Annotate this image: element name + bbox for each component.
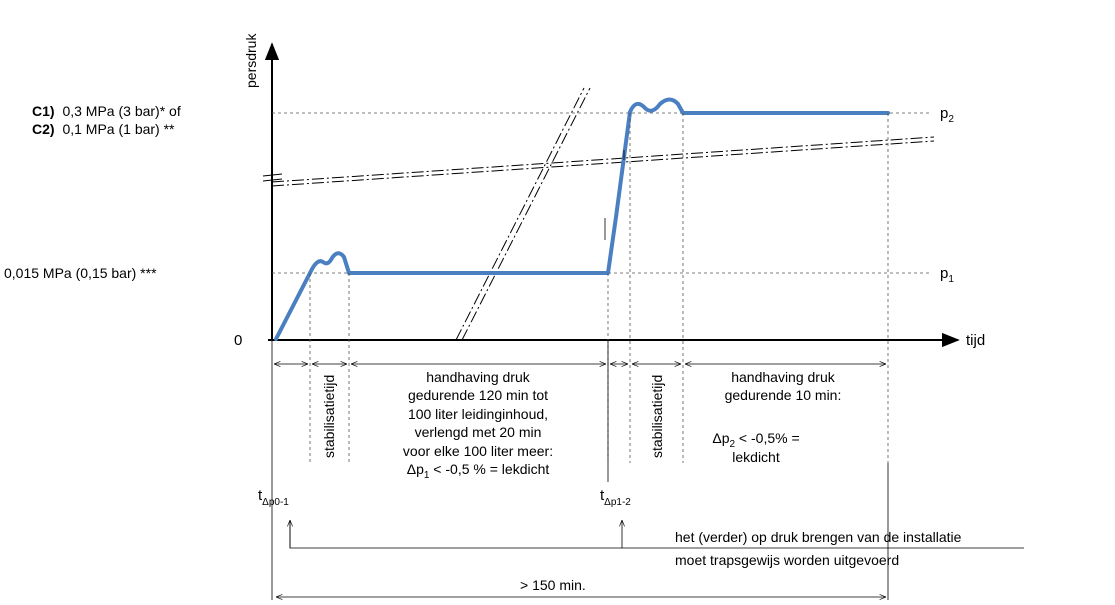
staged-note-line-2: moet trapsgewijs worden uitgevoerd xyxy=(675,552,899,568)
t2-label: tΔp1-2 xyxy=(600,487,631,508)
hold-1-result: Δp1 < -0,5 % = lekdicht xyxy=(407,461,550,481)
pressure-curve xyxy=(274,97,890,341)
hold-phase-2-text: handhaving druk gedurende 10 min: Δp2 < … xyxy=(712,369,841,465)
t1-label: tΔp0-1 xyxy=(258,487,289,508)
stabilization-label-2: stabilisatietijd xyxy=(649,375,665,458)
p1-label: p1 xyxy=(940,265,954,285)
c1-label: C1) 0,3 MPa (3 bar)* of xyxy=(32,103,181,119)
break-line xyxy=(455,87,585,341)
staged-note-line-1: het (verder) op druk brengen van de inst… xyxy=(675,529,962,545)
total-time-label: > 150 min. xyxy=(520,577,586,593)
hold-phase-1-text: handhaving druk gedurende 120 min tot 10… xyxy=(403,369,553,481)
c2-label: C2) 0,1 MPa (1 bar) ** xyxy=(32,121,175,137)
break-line xyxy=(271,140,935,187)
hold-1-line: 100 liter leidinginhoud, xyxy=(408,406,548,422)
break-line xyxy=(461,87,591,341)
hold-2-result-line2: lekdicht xyxy=(732,449,780,465)
hold-2-line: gedurende 10 min: xyxy=(725,387,842,403)
axis-break-mark xyxy=(262,178,283,182)
hold-1-line: gedurende 120 min tot xyxy=(408,387,548,403)
hold-2-line: handhaving druk xyxy=(731,369,836,385)
hold-1-line: handhaving druk xyxy=(426,369,531,385)
origin-label: 0 xyxy=(234,332,242,349)
hold-1-line: verlengd met 20 min xyxy=(415,424,542,440)
low-pressure-label: 0,015 MPa (0,15 bar) *** xyxy=(4,265,157,281)
stabilization-label-1: stabilisatietijd xyxy=(321,375,337,458)
y-axis-label: persdruk xyxy=(243,33,259,88)
axis-break-mark xyxy=(262,173,283,177)
x-axis-label: tijd xyxy=(966,332,985,349)
p2-label: p2 xyxy=(940,105,954,125)
break-line xyxy=(271,136,935,183)
hold-1-line: voor elke 100 liter meer: xyxy=(403,443,553,459)
hold-2-result: Δp2 < -0,5% = xyxy=(712,430,799,450)
